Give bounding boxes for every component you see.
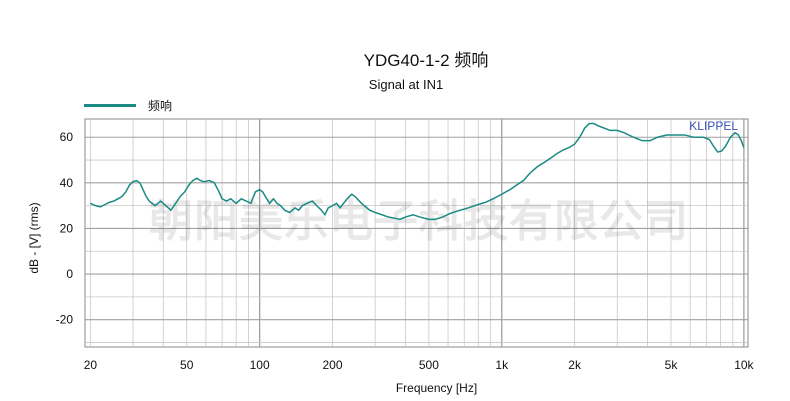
chart-subtitle: Signal at IN1 [368, 77, 444, 92]
x-tick-label: 1k [495, 358, 509, 372]
y-tick-label: 40 [60, 176, 74, 190]
legend-swatch [84, 103, 136, 107]
x-tick-label: 20 [84, 358, 98, 372]
y-tick-label: -20 [56, 313, 74, 327]
legend: 频响 [84, 96, 172, 114]
x-tick-label: 50 [180, 358, 194, 372]
x-tick-label: 500 [419, 358, 439, 372]
watermark: 朝阳美乐电子科技有限公司 [149, 196, 689, 247]
x-tick-label: 2k [568, 358, 582, 372]
x-tick-label: 200 [323, 358, 343, 372]
plot-area [84, 118, 749, 348]
x-axis-label: Frequency [Hz] [396, 381, 477, 395]
y-axis-label: dB - [V] (rms) [27, 202, 41, 273]
chart-title: YDG40-1-2 频响 [363, 51, 489, 70]
x-tick-label: 5k [665, 358, 679, 372]
y-tick-label: 20 [60, 221, 74, 235]
klippel-logo: KLIPPEL [689, 119, 738, 133]
x-tick-label: 100 [250, 358, 270, 372]
legend-label: 频响 [148, 98, 173, 113]
grid-lines [85, 119, 748, 347]
x-tick-label: 10k [734, 358, 754, 372]
tick-labels: 20 50 100 200 500 1k 2k 5k 10k -20 0 20 40 60 [56, 130, 755, 372]
y-tick-label: 60 [60, 130, 74, 144]
y-tick-label: 0 [66, 267, 73, 281]
series-line-0 [90, 122, 745, 221]
